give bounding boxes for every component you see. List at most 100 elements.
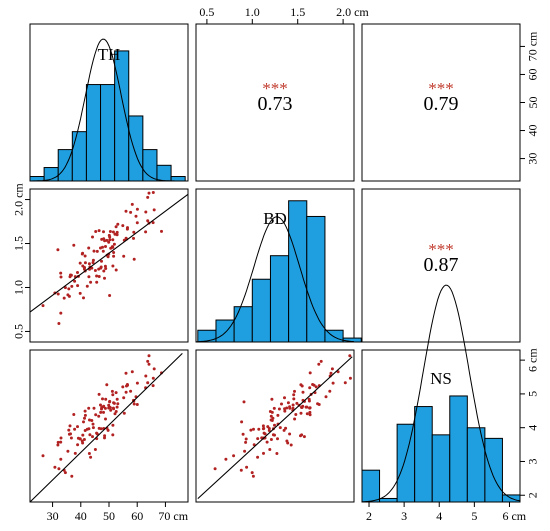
scatter-point-bd-th — [121, 224, 125, 228]
scatter-point-bd-th — [67, 287, 71, 291]
scatter-point-bd-th — [116, 222, 120, 226]
x-axis-th-tick-label: 30 — [47, 509, 59, 523]
y-axis-ns-right-tick-label: 5 — [526, 391, 540, 397]
scatter-point-ns-th — [144, 374, 148, 378]
scatter-point-ns-th — [108, 406, 112, 410]
scatter-point-ns-th — [88, 433, 92, 437]
scatter-point-bd-th — [97, 275, 101, 278]
scatter-point-bd-th — [124, 209, 128, 213]
scatter-point-ns-bd — [278, 426, 282, 430]
scatter-point-ns-th — [82, 438, 86, 441]
scatter-point-bd-th — [146, 195, 150, 199]
scatter-point-ns-th — [99, 403, 102, 407]
scatter-point-ns-bd — [348, 354, 352, 358]
scatter-point-ns-th — [101, 397, 104, 401]
scatter-point-ns-th — [83, 416, 86, 420]
scatter-point-ns-th — [111, 393, 115, 397]
scatter-point-bd-th — [160, 229, 163, 233]
scatter-point-ns-bd — [262, 431, 266, 435]
y-axis-th-right-tick-label: 60 — [526, 68, 540, 80]
hist-bar-bd — [251, 278, 271, 343]
scatter-point-ns-th — [115, 397, 119, 401]
scatter-point-ns-th — [91, 426, 95, 430]
scatter-point-bd-th — [152, 208, 156, 212]
scatter-point-bd-th — [91, 261, 95, 265]
hist-bar-ns — [396, 423, 416, 503]
scatter-point-bd-th — [132, 236, 135, 240]
hist-bar-bd — [306, 215, 326, 343]
scatter-point-ns-th — [63, 471, 67, 475]
scatter-point-ns-th — [81, 433, 85, 437]
scatter-point-ns-bd — [250, 471, 254, 475]
scatter-point-ns-bd — [257, 427, 261, 431]
cor-stars-th-bd: *** — [262, 79, 288, 98]
scatter-point-ns-bd — [270, 397, 274, 401]
fit-line-th-vs-ns — [29, 352, 183, 503]
scatter-point-bd-th — [102, 269, 106, 273]
scatter-point-bd-th — [122, 254, 126, 258]
scatter-point-ns-th — [130, 370, 134, 374]
scatter-point-ns-th — [59, 440, 63, 444]
scatter-point-bd-th — [92, 249, 96, 253]
scatter-point-ns-bd — [251, 474, 255, 478]
scatter-point-ns-th — [90, 419, 94, 422]
scatter-point-ns-bd — [308, 413, 312, 417]
scatter-point-ns-th — [76, 425, 79, 429]
scatter-point-bd-th — [115, 230, 119, 234]
scatter-point-ns-bd — [244, 437, 248, 441]
y-axis-th-right-tick-label: 50 — [526, 97, 540, 109]
scatter-point-ns-th — [121, 385, 125, 389]
scatter-point-bd-th — [91, 258, 95, 262]
scatter-point-ns-bd — [288, 405, 292, 409]
x-axis-ns-tick-label: 5 — [471, 509, 477, 523]
scatter-point-bd-th — [83, 266, 86, 269]
scatter-point-ns-th — [82, 420, 85, 424]
scatter-point-ns-th — [124, 371, 128, 375]
scatter-point-ns-th — [76, 443, 80, 447]
scatter-point-ns-th — [76, 436, 80, 440]
scatter-point-ns-bd — [316, 402, 320, 406]
y-axis-bd-left-tick-label: 1.5 — [12, 236, 26, 251]
scatter-point-bd-th — [107, 233, 111, 237]
scatter-point-bd-th — [112, 242, 116, 246]
scatter-point-ns-th — [91, 422, 95, 426]
scatter-point-bd-th — [76, 284, 80, 288]
hist-bar-ns — [361, 469, 381, 503]
scatter-point-ns-bd — [305, 412, 309, 416]
scatter-point-ns-bd — [275, 452, 279, 455]
scatter-point-bd-th — [101, 245, 104, 249]
scatter-point-bd-th — [102, 237, 106, 241]
panel-cor-bd-ns — [361, 188, 521, 343]
hist-bar-th — [71, 131, 87, 182]
scatter-point-bd-th — [111, 238, 115, 242]
x-axis-ns-tick-label: 6 cm — [502, 509, 526, 523]
scatter-point-ns-th — [124, 390, 128, 394]
scatter-point-bd-th — [83, 261, 87, 265]
scatter-point-ns-th — [56, 440, 60, 444]
scatter-point-ns-bd — [314, 385, 318, 389]
scatter-point-ns-th — [99, 410, 103, 414]
scatter-point-bd-th — [109, 246, 113, 250]
scatter-point-ns-th — [125, 384, 128, 388]
scatter-point-ns-bd — [277, 407, 281, 411]
scatter-point-ns-th — [111, 423, 115, 427]
scatter-point-ns-bd — [308, 386, 312, 390]
scatter-point-bd-th — [90, 266, 94, 270]
scatter-point-ns-bd — [302, 435, 306, 439]
var-label-th: TH — [98, 45, 121, 64]
scatter-point-ns-th — [122, 411, 126, 415]
scatter-point-bd-th — [102, 230, 105, 234]
scatter-point-ns-th — [97, 414, 101, 418]
scatter-point-ns-bd — [288, 432, 292, 436]
scatter-point-bd-th — [95, 249, 99, 253]
scatter-point-bd-th — [87, 262, 91, 266]
scatter-point-bd-th — [73, 279, 77, 283]
cor-stars-th-ns: *** — [428, 79, 454, 98]
scatter-point-ns-th — [73, 427, 77, 431]
scatter-point-bd-th — [87, 275, 91, 279]
scatter-point-ns-bd — [331, 381, 335, 385]
scatter-point-bd-th — [59, 311, 63, 315]
hist-bar-ns — [449, 395, 468, 503]
x-axis-ns-tick-label: 2 — [366, 509, 372, 523]
scatter-point-bd-th — [146, 219, 150, 223]
